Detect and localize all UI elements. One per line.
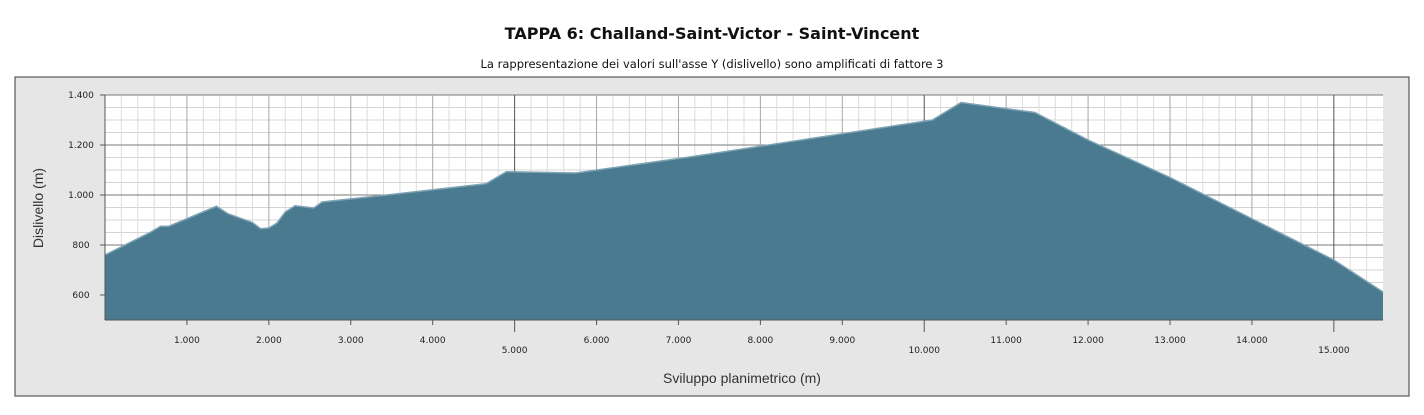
y-axis-label: Dislivello (m) [30,168,46,248]
y-tick-label: 600 [72,291,89,301]
x-tick-label: 12.000 [1072,336,1104,346]
x-tick-label: 3.000 [338,336,364,346]
x-tick-label: 5.000 [502,346,528,356]
x-tick-label: 8.000 [748,336,774,346]
chart-subtitle: La rappresentazione dei valori sull'asse… [480,57,944,71]
x-tick-label: 7.000 [666,336,692,346]
elevation-line [104,101,1384,293]
y-tick-label: 1.000 [68,191,94,201]
y-tick-label: 1.400 [68,91,94,101]
x-tick-label: 15.000 [1318,346,1350,356]
chart-title: TAPPA 6: Challand-Saint-Victor - Saint-V… [504,24,920,43]
area-series [104,101,1384,320]
y-tick-label: 1.200 [68,141,94,151]
x-tick-label: 13.000 [1154,336,1186,346]
x-tick-label: 10.000 [908,346,940,356]
x-tick-label: 1.000 [174,336,200,346]
axes: 600 800 1.000 1.200 1.400 1.000 2.000 3.000 4.00… [68,91,1383,356]
x-tick-label: 4.000 [420,336,446,346]
x-axis-label: Sviluppo planimetrico (m) [663,370,821,386]
x-tick-label: 2.000 [256,336,282,346]
x-tick-label: 6.000 [584,336,610,346]
x-tick-label: 9.000 [829,336,855,346]
y-tick-label: 800 [72,241,89,251]
x-tick-label: 11.000 [990,336,1022,346]
elevation-area [105,102,1383,320]
x-tick-label: 14.000 [1236,336,1268,346]
